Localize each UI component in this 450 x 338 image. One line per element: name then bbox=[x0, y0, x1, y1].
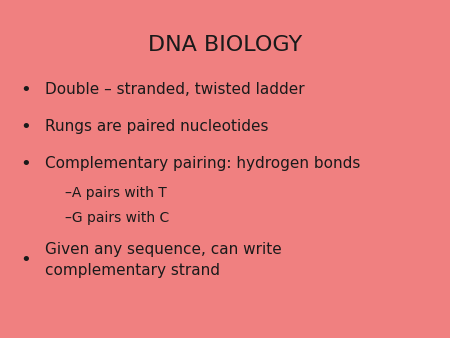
Text: Complementary pairing: hydrogen bonds: Complementary pairing: hydrogen bonds bbox=[45, 156, 360, 171]
Text: •: • bbox=[20, 155, 31, 173]
Text: –A pairs with T: –A pairs with T bbox=[65, 186, 167, 200]
Text: DNA BIOLOGY: DNA BIOLOGY bbox=[148, 35, 302, 55]
Text: •: • bbox=[20, 80, 31, 99]
Text: –G pairs with C: –G pairs with C bbox=[65, 211, 170, 225]
Text: Rungs are paired nucleotides: Rungs are paired nucleotides bbox=[45, 119, 269, 134]
Text: Double – stranded, twisted ladder: Double – stranded, twisted ladder bbox=[45, 82, 305, 97]
Text: •: • bbox=[20, 251, 31, 269]
Text: •: • bbox=[20, 118, 31, 136]
Text: Given any sequence, can write
complementary strand: Given any sequence, can write complement… bbox=[45, 242, 282, 278]
